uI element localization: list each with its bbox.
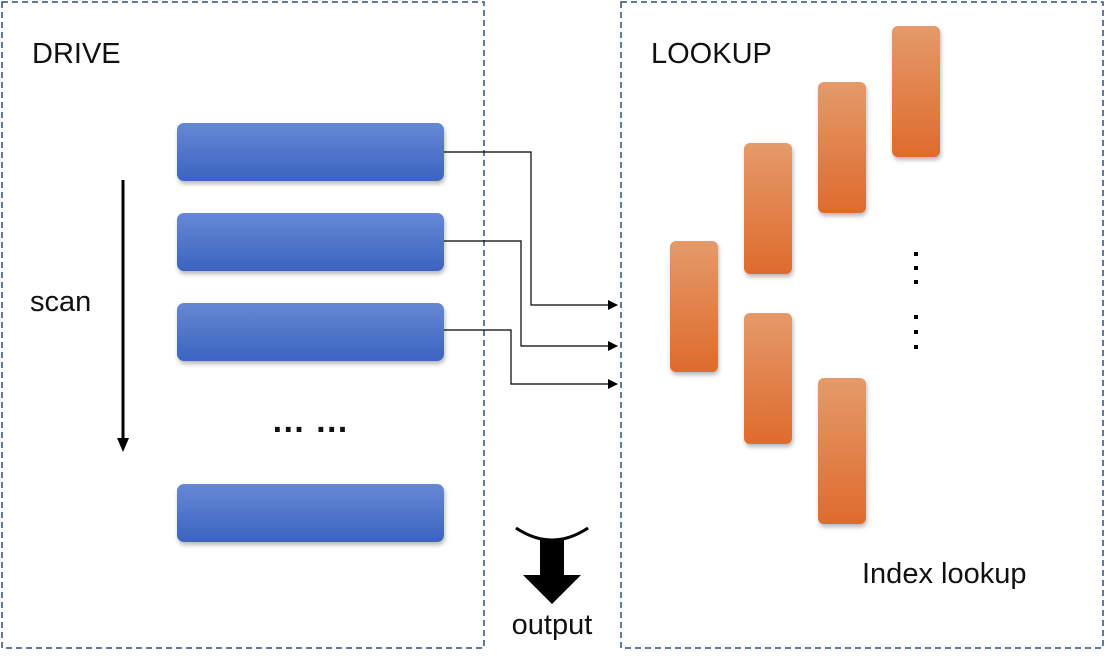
- drive-ellipsis: … …: [271, 402, 348, 440]
- drive-row-3: [177, 303, 444, 361]
- index-block-1: [670, 241, 718, 372]
- drive-frame: [1, 1, 485, 649]
- connector-row-2: [444, 240, 618, 351]
- index-lookup-caption: Index lookup: [862, 558, 1026, 590]
- index-block-3: [744, 313, 792, 444]
- index-block-5: [818, 378, 866, 524]
- index-block-4: [818, 82, 866, 213]
- connector-row-1: [444, 151, 618, 310]
- scan-arrow-head: [117, 438, 129, 452]
- drive-title: DRIVE: [32, 38, 121, 70]
- connector-row-3: [444, 329, 618, 389]
- index-block-2: [744, 143, 792, 274]
- lookup-title: LOOKUP: [651, 38, 772, 70]
- vertical-ellipsis: [914, 252, 918, 349]
- output-arrow: [523, 540, 581, 604]
- drive-row-2: [177, 213, 444, 271]
- scan-label: scan: [30, 286, 91, 318]
- output-label: output: [512, 609, 593, 641]
- output-curve: [515, 526, 589, 542]
- drive-row-1: [177, 123, 444, 181]
- index-block-6: [892, 26, 940, 157]
- drive-row-last: [177, 484, 444, 542]
- lookup-frame: [620, 1, 1104, 649]
